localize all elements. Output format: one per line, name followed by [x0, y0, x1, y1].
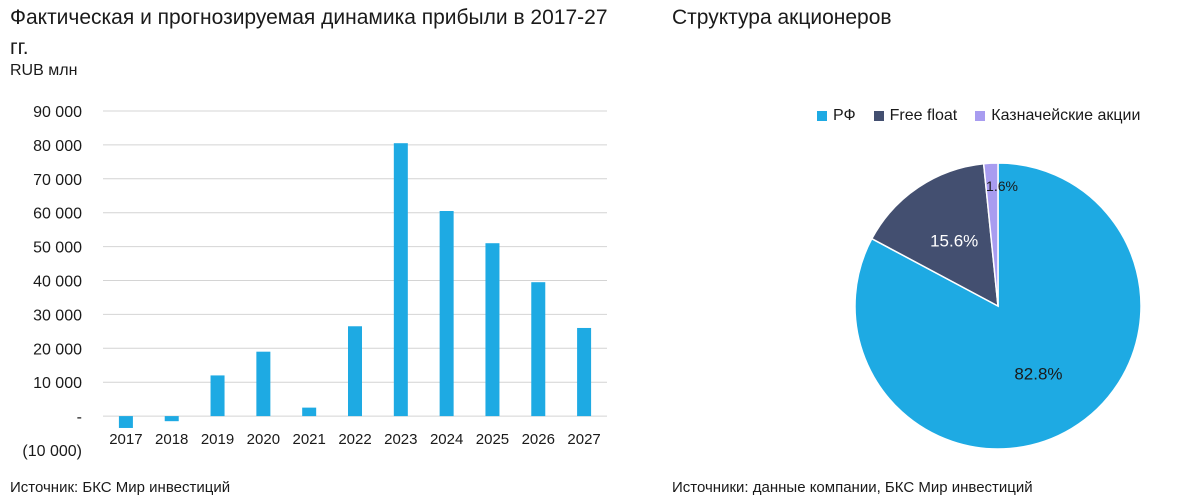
- bar-2027: [577, 327, 592, 417]
- shareholders-chart-source: Источники: данные компании, БКС Мир инве…: [672, 479, 1033, 496]
- shareholders-chart-panel: Структура акционеров РФ Free float Казначе…: [670, 0, 1200, 503]
- x-tick-label: 2027: [567, 431, 600, 448]
- bar-2023: [393, 143, 408, 417]
- legend-swatch: [975, 111, 986, 121]
- y-tick-label: -: [77, 409, 82, 426]
- profit-bar-chart: (10 000) - 10 000 20 000 30 000 40 000 50 000 6…: [22, 104, 607, 460]
- y-tick-label: 90 000: [33, 104, 82, 121]
- bar-2017: [118, 416, 133, 428]
- pie-value-label: 82.8%: [1014, 364, 1062, 383]
- pie-slice-2: [870, 162, 999, 308]
- pie-slice-1: [854, 162, 1142, 450]
- bar-2026: [531, 282, 546, 417]
- pie-legend: РФ Free float Казначейские акции: [817, 107, 1140, 125]
- x-tick-label: 2020: [247, 431, 280, 448]
- profit-chart-title: Фактическая и прогнозируемая динамика пр…: [10, 6, 608, 59]
- profit-chart-source: Источник: БКС Мир инвестиций: [10, 479, 231, 496]
- pie-value-label: 1.6%: [986, 178, 1018, 194]
- legend-label: Казначейские акции: [991, 107, 1141, 124]
- y-tick-label: 30 000: [33, 307, 82, 324]
- legend-item: Казначейские акции: [975, 107, 1140, 125]
- x-tick-label: 2018: [155, 431, 188, 448]
- y-tick-label: 80 000: [33, 138, 82, 155]
- legend-swatch: [817, 111, 827, 121]
- x-tick-label: 2025: [476, 431, 509, 448]
- x-tick-label: 2022: [338, 431, 371, 448]
- shareholders-chart-title: Структура акционеров: [672, 6, 892, 29]
- y-tick-label: 10 000: [33, 375, 82, 392]
- legend-label: РФ: [833, 107, 856, 124]
- y-tick-label: 50 000: [33, 240, 82, 257]
- x-tick-label: 2024: [430, 431, 463, 448]
- bar-2018: [164, 416, 179, 422]
- legend-item: РФ: [817, 107, 856, 125]
- y-tick-label: (10 000): [22, 443, 82, 460]
- bar-2019: [210, 375, 225, 417]
- legend-label: Free float: [889, 107, 958, 124]
- shareholders-pie-chart: 82.8% 15.6% 1.6%: [854, 162, 1142, 450]
- bar-2021: [302, 407, 317, 417]
- x-tick-label: 2021: [292, 431, 325, 448]
- y-tick-label: 70 000: [33, 172, 82, 189]
- bar-2024: [439, 211, 454, 417]
- y-axis-unit-label: RUB млн: [10, 62, 78, 79]
- y-tick-label: 40 000: [33, 274, 82, 291]
- bar-2025: [485, 243, 500, 417]
- y-tick-label: 20 000: [33, 341, 82, 358]
- y-tick-label: 60 000: [33, 206, 82, 223]
- x-tick-label: 2023: [384, 431, 417, 448]
- legend-swatch: [873, 111, 884, 121]
- bar-2022: [348, 326, 362, 417]
- x-tick-label: 2017: [109, 431, 142, 448]
- legend-item: Free float: [873, 107, 958, 125]
- bar-2020: [256, 351, 271, 417]
- x-tick-label: 2019: [201, 431, 234, 448]
- pie-value-label: 15.6%: [930, 232, 978, 251]
- profit-chart-panel: Фактическая и прогнозируемая динамика пр…: [10, 6, 608, 496]
- pie-slice-3: [982, 162, 999, 307]
- x-tick-label: 2026: [522, 431, 555, 448]
